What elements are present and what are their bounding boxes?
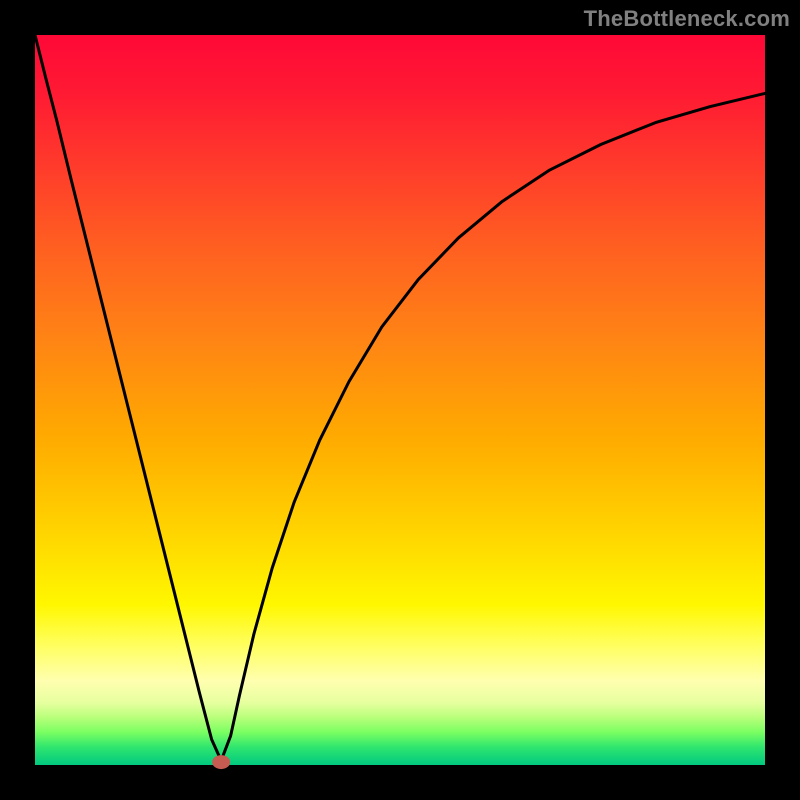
bottleneck-chart [0,0,800,800]
optimal-point-marker [212,755,230,769]
plot-background [35,35,765,765]
chart-stage: TheBottleneck.com [0,0,800,800]
watermark-text: TheBottleneck.com [584,6,790,32]
